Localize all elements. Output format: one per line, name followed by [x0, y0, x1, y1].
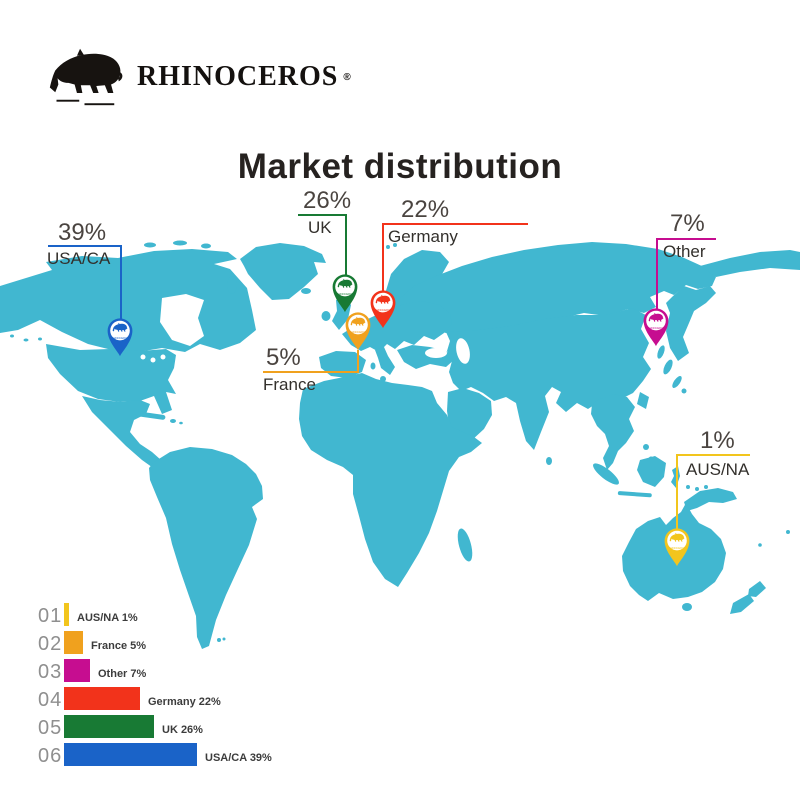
legend-row-usa-ca: 06 USA/CA 39% — [38, 743, 272, 766]
islands-east-asia — [593, 345, 737, 511]
callout-percent-france: 5% — [266, 344, 301, 371]
callout-line-aus-na — [676, 454, 750, 529]
legend-row-france: 02 France 5% — [38, 631, 272, 654]
legend-rank: 01 — [38, 605, 63, 627]
callout-line-usa-ca — [48, 245, 122, 319]
map-pin-usa-ca — [108, 318, 133, 356]
legend-label: Germany 22% — [148, 696, 221, 708]
callout-percent-aus-na: 1% — [700, 427, 735, 454]
legend-rank: 03 — [38, 661, 63, 683]
brand-name: RHINOCEROS — [137, 61, 339, 92]
legend-bar — [64, 715, 154, 738]
callout-name-usa-ca: USA/CA — [47, 249, 111, 268]
continent-north-america — [0, 240, 256, 470]
registered-mark: ® — [343, 71, 351, 83]
legend-rank: 02 — [38, 633, 63, 655]
legend-row-germany: 04 Germany 22% — [38, 687, 272, 710]
page-title: Market distribution — [237, 147, 563, 187]
legend-bar — [64, 687, 140, 710]
callout-name-aus-na: AUS/NA — [686, 460, 750, 479]
legend-label: Other 7% — [98, 668, 147, 680]
map-pin-uk — [333, 274, 358, 312]
legend-bar — [64, 743, 197, 766]
legend-label: AUS/NA 1% — [77, 612, 138, 624]
legend-bar — [64, 631, 83, 654]
callout-percent-uk: 26% — [303, 187, 352, 214]
legend: 01 AUS/NA 1% 02 France 5% 03 Other 7% 04 German… — [38, 603, 272, 771]
callout-line-france — [263, 350, 359, 373]
legend-label: UK 26% — [162, 724, 203, 736]
legend-label: France 5% — [91, 640, 147, 652]
callout-line-uk — [298, 214, 347, 275]
callout-name-germany: Germany — [388, 227, 458, 246]
map-pin-other — [644, 308, 669, 346]
callout-name-uk: UK — [308, 218, 332, 237]
callout-line-other — [656, 238, 716, 309]
continent-greenland — [240, 243, 326, 300]
map-pin-aus-na — [665, 528, 690, 566]
legend-rank: 06 — [38, 745, 63, 767]
legend-rank: 04 — [38, 689, 63, 711]
legend-bar — [64, 603, 69, 626]
callout-line-germany — [382, 223, 528, 291]
callout-percent-usa-ca: 39% — [58, 219, 107, 246]
legend-row-aus-na: 01 AUS/NA 1% — [38, 603, 272, 626]
legend-rank: 05 — [38, 717, 63, 739]
brand-logo: RHINOCEROS ® — [44, 40, 351, 114]
callout-percent-other: 7% — [670, 210, 705, 237]
continent-eurasia — [301, 242, 800, 470]
legend-row-other: 03 Other 7% — [38, 659, 272, 682]
legend-bar — [64, 659, 90, 682]
callout-percent-germany: 22% — [401, 196, 450, 223]
continent-south-america — [149, 447, 263, 649]
legend-label: USA/CA 39% — [205, 752, 272, 764]
map-pin-germany — [371, 290, 396, 328]
callout-name-other: Other — [663, 242, 706, 261]
continent-africa — [299, 373, 482, 587]
legend-row-uk: 05 UK 26% — [38, 715, 272, 738]
callout-name-france: France — [263, 375, 316, 394]
map-pin-france — [346, 312, 371, 350]
rhino-icon — [49, 48, 123, 106]
